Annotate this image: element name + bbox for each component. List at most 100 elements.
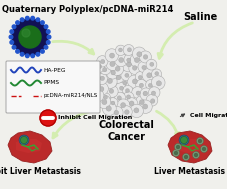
Circle shape — [100, 76, 105, 81]
Circle shape — [128, 75, 141, 88]
Circle shape — [91, 89, 104, 102]
Circle shape — [102, 101, 116, 115]
Circle shape — [134, 57, 140, 63]
Circle shape — [121, 70, 132, 81]
Circle shape — [175, 152, 178, 154]
Circle shape — [192, 152, 200, 159]
Circle shape — [132, 87, 143, 98]
Circle shape — [177, 146, 180, 149]
Circle shape — [123, 92, 134, 103]
Circle shape — [25, 16, 29, 20]
Circle shape — [136, 95, 148, 108]
Polygon shape — [8, 131, 52, 163]
Circle shape — [111, 101, 115, 105]
Circle shape — [109, 89, 114, 93]
Circle shape — [155, 72, 159, 75]
Circle shape — [137, 52, 142, 57]
Circle shape — [146, 59, 157, 70]
Text: pcDNA-miR214/NLS: pcDNA-miR214/NLS — [43, 94, 97, 98]
Circle shape — [142, 68, 156, 82]
Circle shape — [198, 139, 202, 143]
Circle shape — [127, 58, 131, 62]
Circle shape — [148, 87, 160, 98]
Circle shape — [102, 100, 107, 105]
Circle shape — [16, 50, 19, 53]
Circle shape — [139, 83, 143, 88]
Circle shape — [156, 81, 161, 86]
Circle shape — [106, 85, 118, 97]
Circle shape — [106, 57, 120, 70]
Circle shape — [138, 61, 149, 73]
Circle shape — [139, 100, 144, 105]
Text: Quaternary Polyplex/pcDNA-miR214: Quaternary Polyplex/pcDNA-miR214 — [2, 5, 173, 14]
Circle shape — [9, 35, 13, 39]
Circle shape — [116, 82, 126, 93]
Polygon shape — [168, 131, 212, 163]
Circle shape — [185, 156, 188, 159]
Circle shape — [127, 48, 131, 52]
Circle shape — [44, 46, 48, 49]
Circle shape — [116, 75, 121, 80]
Circle shape — [119, 57, 124, 63]
Text: Inhibit Liver Metastasis: Inhibit Liver Metastasis — [0, 167, 81, 176]
Circle shape — [112, 71, 124, 83]
Circle shape — [175, 143, 182, 150]
Circle shape — [146, 80, 156, 90]
Circle shape — [136, 91, 140, 95]
Circle shape — [111, 63, 123, 76]
Circle shape — [12, 46, 16, 49]
Circle shape — [122, 59, 135, 72]
Circle shape — [115, 66, 120, 71]
Polygon shape — [176, 139, 202, 153]
Circle shape — [41, 21, 44, 24]
Circle shape — [195, 153, 197, 156]
Circle shape — [130, 53, 143, 67]
Circle shape — [142, 65, 146, 70]
Circle shape — [99, 87, 104, 91]
Circle shape — [108, 98, 118, 108]
Circle shape — [44, 25, 48, 29]
Circle shape — [25, 54, 29, 58]
Circle shape — [119, 86, 123, 90]
Circle shape — [114, 110, 119, 115]
Circle shape — [114, 92, 126, 103]
Circle shape — [111, 106, 123, 119]
Circle shape — [40, 110, 56, 126]
Circle shape — [47, 41, 50, 44]
Circle shape — [88, 81, 101, 93]
Circle shape — [100, 63, 111, 75]
Text: PPMS: PPMS — [43, 81, 59, 85]
Circle shape — [123, 81, 127, 85]
Circle shape — [120, 78, 131, 89]
Circle shape — [114, 53, 128, 67]
Circle shape — [117, 99, 130, 112]
Circle shape — [92, 76, 97, 81]
Circle shape — [151, 76, 165, 90]
Circle shape — [16, 21, 19, 24]
Circle shape — [202, 147, 205, 150]
Circle shape — [110, 61, 115, 67]
Circle shape — [125, 98, 138, 110]
Circle shape — [129, 101, 134, 106]
Circle shape — [132, 66, 137, 70]
Circle shape — [126, 95, 131, 99]
Circle shape — [129, 62, 141, 74]
Circle shape — [135, 71, 146, 82]
Circle shape — [143, 91, 148, 96]
Text: Saline: Saline — [183, 12, 217, 22]
Circle shape — [12, 19, 48, 55]
Polygon shape — [16, 139, 42, 153]
Circle shape — [200, 146, 207, 153]
Circle shape — [41, 50, 44, 53]
Circle shape — [121, 103, 126, 108]
Circle shape — [31, 16, 35, 20]
Circle shape — [183, 153, 190, 160]
Circle shape — [136, 79, 147, 91]
Circle shape — [134, 108, 139, 113]
Circle shape — [97, 56, 108, 67]
Circle shape — [118, 48, 122, 52]
Circle shape — [36, 53, 40, 56]
Circle shape — [179, 135, 189, 145]
Circle shape — [106, 106, 111, 111]
Circle shape — [20, 53, 24, 56]
